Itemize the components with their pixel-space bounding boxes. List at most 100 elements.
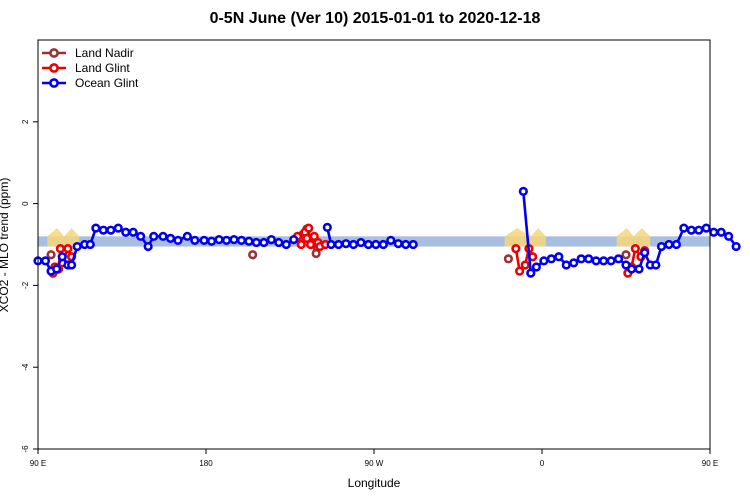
data-point-ocean-glint-43 [363,239,374,250]
data-point-ocean-glint-31 [251,237,261,248]
data-point-ocean-glint-71 [664,239,674,250]
data-point-ocean-glint-1 [40,256,51,266]
data-point-ocean-glint-53 [539,256,549,266]
data-point-ocean-glint-76 [701,223,711,233]
data-point-ocean-glint-9 [85,239,95,250]
data-point-ocean-glint-18 [149,231,159,241]
data-point-ocean-glint-50 [518,186,528,196]
data-point-ocean-glint-56 [561,260,571,270]
data-point-ocean-glint-69 [651,260,661,270]
data-point-land-nadir-8 [621,250,631,260]
data-point-ocean-glint-26 [214,234,224,245]
data-point-land-glint-17 [511,243,521,254]
series-layer [33,186,741,278]
data-point-ocean-glint-74 [686,225,696,235]
data-point-ocean-glint-47 [393,239,403,249]
data-point-land-nadir-7 [503,254,514,264]
data-point-ocean-glint-64 [621,260,631,270]
data-point-land-nadir-1 [248,250,258,260]
data-point-ocean-glint-73 [679,223,689,233]
data-point-ocean-glint-16 [136,231,146,241]
series-line-ocean-glint [38,191,738,275]
data-point-ocean-glint-75 [694,225,704,235]
x-tick-label-3: 0 [540,459,545,468]
data-point-ocean-glint-38 [326,239,336,250]
data-point-ocean-glint-77 [709,227,719,237]
data-point-land-glint-12 [305,239,316,250]
data-point-ocean-glint-51 [526,268,536,278]
data-point-ocean-glint-41 [348,239,359,250]
legend-label-0: Land Nadir [75,46,134,60]
data-point-ocean-glint-65 [626,264,637,274]
x-tick-label-4: 90 E [702,459,718,468]
data-point-ocean-glint-21 [173,235,183,246]
data-point-ocean-glint-48 [401,239,411,250]
data-point-ocean-glint-70 [656,241,667,252]
data-point-ocean-glint-23 [190,235,200,246]
y-tick-label-2: -2 [21,281,30,289]
data-point-ocean-glint-61 [598,256,609,266]
data-point-ocean-glint-52 [531,262,542,272]
axes-layer: 90 E 180 90 W 0 90 E-6-4-202 [21,39,718,468]
data-point-land-glint-3 [55,243,66,254]
data-point-land-nadir-0 [46,250,56,260]
data-point-ocean-glint-19 [158,231,168,241]
data-point-ocean-glint-63 [613,254,624,264]
land-highlight-2 [616,228,651,247]
data-point-ocean-glint-24 [199,235,209,246]
legend-label-2: Ocean Glint [75,76,139,90]
legend-marker-0 [49,48,59,58]
data-point-ocean-glint-7 [72,241,82,252]
data-point-ocean-glint-35 [281,239,291,250]
data-point-land-glint-11 [304,223,314,233]
data-point-ocean-glint-66 [634,264,644,274]
y-tick-label-4: 2 [21,119,30,124]
x-tick-label-0: 90 E [30,459,46,468]
legend-label-1: Land Glint [75,61,130,75]
data-point-ocean-glint-17 [143,241,153,252]
data-point-ocean-glint-14 [121,227,131,237]
data-point-ocean-glint-28 [229,234,239,245]
data-point-land-glint-8 [296,239,306,250]
data-point-ocean-glint-29 [236,235,247,246]
data-point-ocean-glint-33 [266,234,276,245]
x-axis-label: Longitude [347,476,401,490]
data-point-ocean-glint-72 [671,239,682,250]
data-point-ocean-glint-42 [356,237,366,248]
data-point-ocean-glint-49 [408,239,418,250]
data-point-ocean-glint-67 [640,248,650,258]
data-point-ocean-glint-13 [113,223,123,233]
data-point-ocean-glint-12 [106,225,116,235]
legend-marker-2 [49,78,59,88]
data-point-ocean-glint-11 [98,225,108,235]
data-point-ocean-glint-58 [576,254,586,264]
data-point-ocean-glint-79 [724,231,734,241]
data-point-land-nadir-5 [311,248,321,259]
data-point-land-glint-24 [630,243,640,254]
data-point-ocean-glint-39 [333,239,344,250]
x-tick-label-1: 180 [199,459,213,468]
data-point-ocean-glint-10 [91,223,101,233]
data-point-land-glint-5 [63,243,73,254]
data-point-land-glint-10 [302,233,312,243]
y-tick-label-1: -4 [21,363,30,371]
x-tick-label-2: 90 W [365,459,384,468]
y-tick-label-3: 0 [21,201,30,206]
data-point-ocean-glint-3 [52,264,62,274]
data-point-ocean-glint-34 [274,237,284,248]
data-point-ocean-glint-22 [182,231,192,241]
data-point-ocean-glint-4 [57,252,67,262]
data-point-ocean-glint-32 [259,237,269,248]
data-point-ocean-glint-27 [221,235,232,246]
chart-title: 0-5N June (Ver 10) 2015-01-01 to 2020-12… [209,10,541,27]
data-point-land-glint-19 [520,260,530,270]
data-point-ocean-glint-6 [66,260,77,270]
data-point-ocean-glint-54 [546,254,556,264]
data-point-ocean-glint-80 [731,241,741,252]
y-tick-label-0: -6 [21,445,30,453]
data-point-ocean-glint-46 [386,235,396,246]
data-point-ocean-glint-44 [371,239,381,250]
data-point-land-glint-13 [309,231,319,241]
land-highlight-0 [47,228,80,247]
